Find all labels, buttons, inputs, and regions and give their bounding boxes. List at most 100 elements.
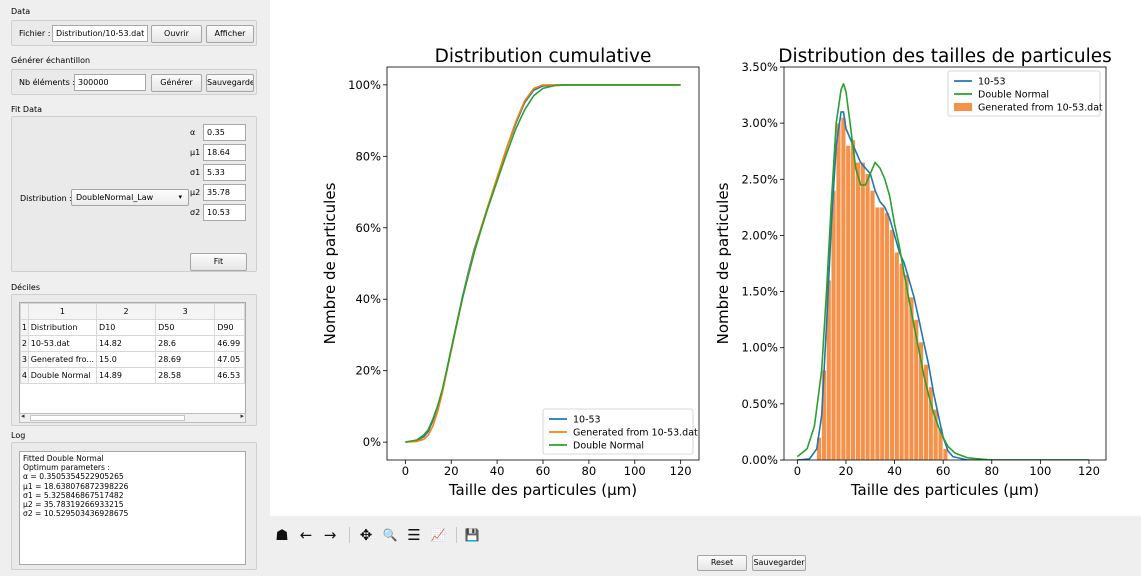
table-cell[interactable]: Double Normal [27,367,98,384]
show-button[interactable]: Afficher [206,25,254,43]
table-cell[interactable]: D50 [155,319,216,336]
table-horizontal-scrollbar[interactable]: ◂ ▸ [19,412,246,423]
column-header[interactable]: 2 [96,303,157,320]
save-sample-button[interactable]: Sauvegarder [206,74,254,92]
open-file-button[interactable]: Ouvrir [151,25,202,43]
home-icon[interactable]: ☗ [275,526,289,544]
table-row: 3 Generated fro... 15.0 28.69 47.05 [20,351,245,368]
log-line: Fitted Double Normal [23,454,104,463]
column-header[interactable]: 1 [27,303,98,320]
scroll-left-icon[interactable]: ◂ [21,412,25,420]
table-cell[interactable]: 14.82 [96,335,157,352]
y-tick-label: 1.50% [741,285,778,299]
legend-box [947,70,1101,117]
param-sigma2-label: σ2 [190,208,201,217]
column-header[interactable] [214,303,245,320]
zoom-icon[interactable]: 🔍 [382,528,398,542]
table-cell[interactable]: 46.53 [214,367,245,384]
param-mu2-input[interactable]: 35.78 [203,184,246,201]
generate-button[interactable]: Générer [151,74,202,92]
row-header[interactable]: 1 [20,319,29,336]
data-section-title: Data [11,7,31,16]
param-mu2-label: μ2 [190,188,201,197]
histogram-bar [870,190,875,460]
table-corner [20,303,29,320]
table-row: 1 Distribution D10 D50 D90 [20,319,245,336]
back-arrow-icon[interactable]: ← [299,526,313,544]
x-tick-label: 20 [839,464,854,478]
x-tick-label: 60 [936,464,951,478]
distribution-select-value: DoubleNormal_Law [76,193,154,202]
log-group: Fitted Double Normal Optimum parameters … [11,442,257,570]
y-tick-label: 3.00% [741,116,778,130]
param-mu1-input[interactable]: 18.64 [203,144,246,161]
column-header[interactable]: 3 [155,303,216,320]
table-cell[interactable]: Distribution [27,319,98,336]
histogram-bar [831,190,836,460]
y-tick-label: 0.00% [741,453,778,467]
y-tick-label: 100% [348,78,381,92]
plot-canvas[interactable]: 0 20 40 60 80 100 120 0% 20% 40% 60% 80% 100% Distrib… [270,0,1141,516]
histogram-bar [918,341,924,460]
chevron-down-icon: ▾ [178,193,182,201]
legend-label: Double Normal [573,441,644,452]
param-sigma2-input[interactable]: 10.53 [203,204,246,221]
log-output[interactable]: Fitted Double Normal Optimum parameters … [19,451,246,565]
distribution-select[interactable]: DoubleNormal_Law ▾ [71,189,189,206]
x-axis-label: Taille des particules (µm) [448,481,637,499]
y-tick-label: 0.50% [741,397,778,411]
table-cell[interactable]: 47.05 [214,351,245,368]
row-header[interactable]: 2 [20,335,29,352]
histogram-bar [913,319,919,460]
table-cell[interactable]: 46.99 [214,335,245,352]
histogram-bar [899,263,905,460]
log-line: σ2 = 10.529503436928675 [23,509,129,519]
axes-edit-icon[interactable]: 📈 [430,528,446,542]
series-line [405,84,681,443]
save-figure-button[interactable]: Sauvegarder [752,555,806,571]
table-cell[interactable]: 15.0 [96,351,157,368]
histogram-bar [836,122,841,460]
param-sigma1-input[interactable]: 5.33 [203,164,246,181]
cumulative-chart: 0 20 40 60 80 100 120 0% 20% 40% 60% 80% 100% Distrib… [321,46,700,499]
row-header[interactable]: 4 [20,367,29,384]
file-path-input[interactable]: Distribution/10-53.dat [52,25,148,42]
y-tick-label: 2.00% [741,228,778,242]
histogram-bar [894,252,900,460]
table-cell[interactable]: 28.58 [155,367,216,384]
chart-title: Distribution cumulative [435,46,652,67]
table-cell[interactable]: 14.89 [96,367,157,384]
table-cell[interactable]: D90 [214,319,245,336]
table-cell[interactable]: 28.69 [155,351,216,368]
y-axis-label: Nombre de particules [714,182,732,344]
row-header[interactable]: 3 [20,351,29,368]
histogram-bar [840,117,846,460]
count-input[interactable]: 300000 [74,74,146,91]
table-cell[interactable]: Generated fro... [27,351,98,368]
param-alpha-input[interactable]: 0.35 [203,124,246,141]
reset-button[interactable]: Reset [697,555,747,571]
legend-patch-swatch [954,103,972,111]
histogram-bar [933,409,939,460]
deciles-table[interactable]: 1 2 3 1 Distribution D10 D50 D90 2 10-53… [19,302,246,421]
toolbar-separator [456,527,457,543]
table-cell[interactable]: D10 [96,319,157,336]
table-cell[interactable]: 28.6 [155,335,216,352]
scrollbar-thumb[interactable] [30,415,185,421]
scroll-right-icon[interactable]: ▸ [240,412,244,420]
histogram-bar [850,139,856,460]
subplots-icon[interactable]: ☰ [407,526,421,544]
pan-icon[interactable]: ✥ [359,526,373,544]
axes-frame [386,66,700,461]
histogram-chart: 0 20 40 60 80 100 120 0.00% 0.50% 1.00% 1.50% 2.00%… [714,46,1112,499]
histogram-bar [865,173,871,460]
toolbar-separator [349,527,350,543]
legend-label: Generated from 10-53.dat [978,103,1103,114]
table-cell[interactable]: 10-53.dat [27,335,98,352]
save-icon[interactable]: 💾 [464,528,480,542]
y-tick-label: 80% [355,149,381,163]
fit-button[interactable]: Fit [190,253,247,271]
file-label: Fichier : [19,29,51,38]
forward-arrow-icon[interactable]: → [323,526,337,544]
x-tick-label: 20 [444,464,459,478]
